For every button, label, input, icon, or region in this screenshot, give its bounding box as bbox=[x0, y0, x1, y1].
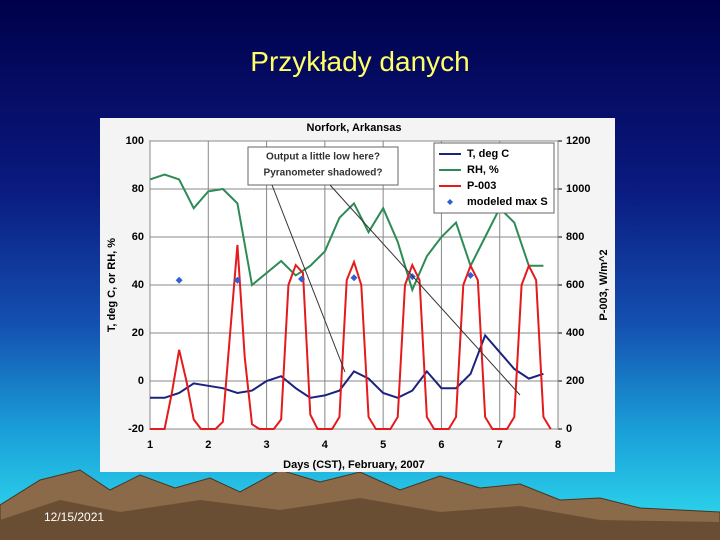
slide-date: 12/15/2021 bbox=[44, 510, 105, 524]
legend-label: modeled max S bbox=[467, 196, 548, 208]
y2-tick-label: 0 bbox=[566, 423, 572, 435]
x-tick-label: 4 bbox=[322, 439, 329, 451]
y-tick-label: 100 bbox=[126, 135, 144, 147]
y2-tick-label: 400 bbox=[566, 327, 584, 339]
x-tick-label: 3 bbox=[264, 439, 270, 451]
x-tick-label: 5 bbox=[380, 439, 386, 451]
y-tick-label: 40 bbox=[132, 279, 144, 291]
data-point bbox=[350, 274, 358, 282]
x-tick-label: 8 bbox=[555, 439, 561, 451]
y-tick-label: 60 bbox=[132, 231, 144, 243]
y2-tick-label: 1200 bbox=[566, 135, 590, 147]
annotation-arrow bbox=[329, 184, 521, 396]
data-point bbox=[298, 275, 306, 283]
legend-box bbox=[433, 142, 555, 214]
series-line bbox=[150, 333, 544, 399]
series-line bbox=[149, 173, 544, 293]
data-point bbox=[467, 271, 475, 279]
marks bbox=[149, 173, 552, 430]
y-tick-label: 80 bbox=[132, 183, 144, 195]
data-point bbox=[233, 276, 241, 284]
legend-label: T, deg C bbox=[467, 148, 509, 160]
y-tick-label: -20 bbox=[128, 423, 144, 435]
y2-tick-label: 200 bbox=[566, 375, 584, 387]
x-tick-label: 6 bbox=[438, 439, 444, 451]
series-line bbox=[150, 244, 552, 430]
slide-title: Przykłady danych bbox=[250, 46, 470, 77]
y-tick-label: 0 bbox=[138, 375, 144, 387]
legend: T, deg C RH, % P-003 modeled max S bbox=[433, 142, 555, 214]
x-tick-label: 7 bbox=[497, 439, 503, 451]
y2-tick-label: 800 bbox=[566, 231, 584, 243]
y2-tick-label: 1000 bbox=[566, 183, 590, 195]
annotation-box bbox=[247, 146, 399, 186]
data-point bbox=[175, 276, 183, 284]
mountain-foreground bbox=[0, 498, 720, 540]
x-axis-title: Days (CST), February, 2007 bbox=[283, 459, 425, 471]
annotation: Output a little low here? bbox=[266, 152, 380, 163]
y2-axis-title: P-003, W/m^2 bbox=[598, 249, 610, 320]
x-tick-label: 1 bbox=[147, 439, 153, 451]
legend-label: RH, % bbox=[467, 164, 499, 176]
chart-title: Norfork, Arkansas bbox=[307, 122, 402, 134]
y-axis-title: T, deg C, or RH, % bbox=[106, 238, 118, 332]
y2-tick-label: 600 bbox=[566, 279, 584, 291]
legend-label: P-003 bbox=[467, 180, 496, 192]
x-tick-label: 2 bbox=[205, 439, 211, 451]
y-tick-label: 20 bbox=[132, 327, 144, 339]
annotation: Pyranometer shadowed? bbox=[264, 168, 383, 179]
annotation-arrow bbox=[271, 184, 346, 373]
legend-swatch bbox=[447, 199, 453, 205]
